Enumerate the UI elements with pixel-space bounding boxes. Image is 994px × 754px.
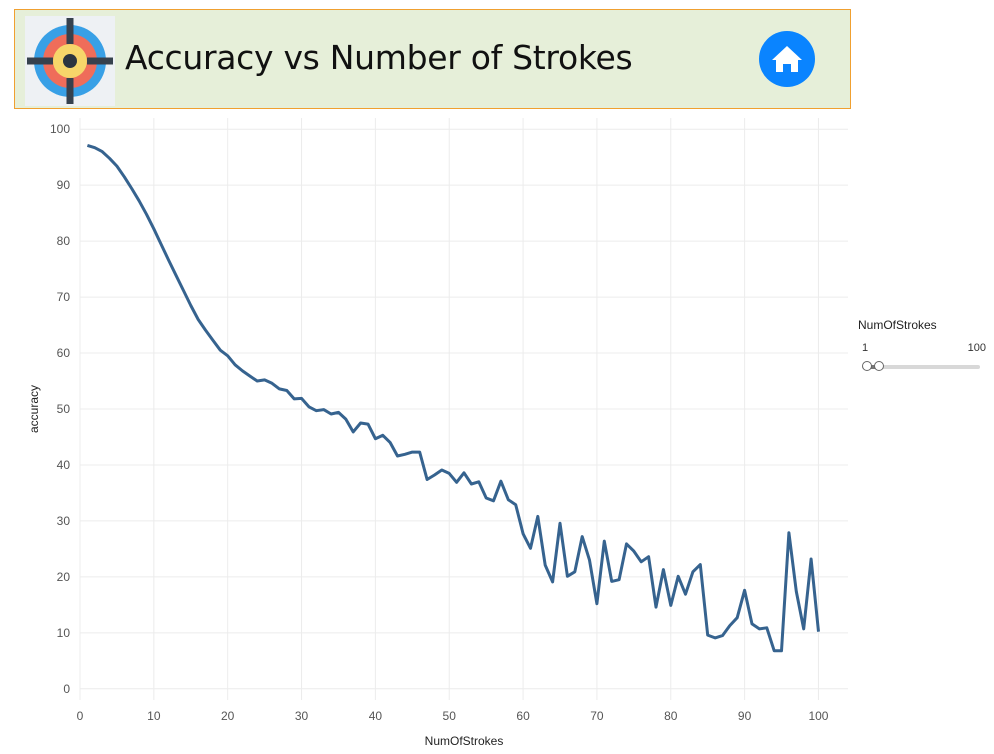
y-tick-label: 20 <box>57 570 71 584</box>
x-tick-label: 70 <box>590 709 604 723</box>
y-tick-label: 10 <box>57 626 71 640</box>
target-crosshair-icon <box>25 16 115 106</box>
y-tick-label: 0 <box>63 682 70 696</box>
y-axis-label: accuracy <box>27 385 41 433</box>
y-tick-label: 90 <box>57 178 71 192</box>
y-tick-label: 40 <box>57 458 71 472</box>
x-axis-label: NumOfStrokes <box>425 734 504 748</box>
line-chart: 0 10 20 30 40 50 60 70 80 90 100 0 10 20 30 40 50 60 70 80… <box>27 118 848 748</box>
y-axis-ticks: 0 10 20 30 40 50 60 70 80 90 100 <box>50 122 70 696</box>
x-tick-label: 100 <box>808 709 828 723</box>
x-tick-label: 90 <box>738 709 752 723</box>
numofstrokes-filter: NumOfStrokes 1 100 <box>858 318 988 371</box>
filter-max-label: 100 <box>967 342 986 354</box>
filter-title: NumOfStrokes <box>858 318 937 332</box>
range-slider-track[interactable] <box>862 365 980 369</box>
range-slider-max-handle[interactable] <box>874 361 884 371</box>
home-icon[interactable] <box>758 30 816 88</box>
x-tick-label: 50 <box>443 709 457 723</box>
y-tick-label: 80 <box>57 234 71 248</box>
series-line-accuracy <box>86 143 820 653</box>
y-tick-label: 30 <box>57 514 71 528</box>
x-tick-label: 80 <box>664 709 678 723</box>
series-points <box>87 145 819 651</box>
filter-min-label: 1 <box>862 342 869 354</box>
header-banner: Accuracy vs Number of Strokes <box>14 9 851 109</box>
x-tick-label: 60 <box>516 709 530 723</box>
x-tick-label: 30 <box>295 709 309 723</box>
range-slider-fill <box>868 365 878 369</box>
home-button[interactable] <box>758 30 816 88</box>
x-tick-label: 10 <box>147 709 161 723</box>
y-tick-label: 60 <box>57 346 71 360</box>
range-slider-min-handle[interactable] <box>862 361 872 371</box>
y-tick-label: 70 <box>57 290 71 304</box>
y-tick-label: 100 <box>50 122 70 136</box>
y-tick-label: 50 <box>57 402 71 416</box>
chart-grid <box>79 118 848 700</box>
x-tick-label: 40 <box>369 709 383 723</box>
x-tick-label: 20 <box>221 709 235 723</box>
x-axis-ticks: 0 10 20 30 40 50 60 70 80 90 100 <box>77 709 829 723</box>
x-tick-label: 0 <box>77 709 84 723</box>
page-title: Accuracy vs Number of Strokes <box>125 38 633 77</box>
